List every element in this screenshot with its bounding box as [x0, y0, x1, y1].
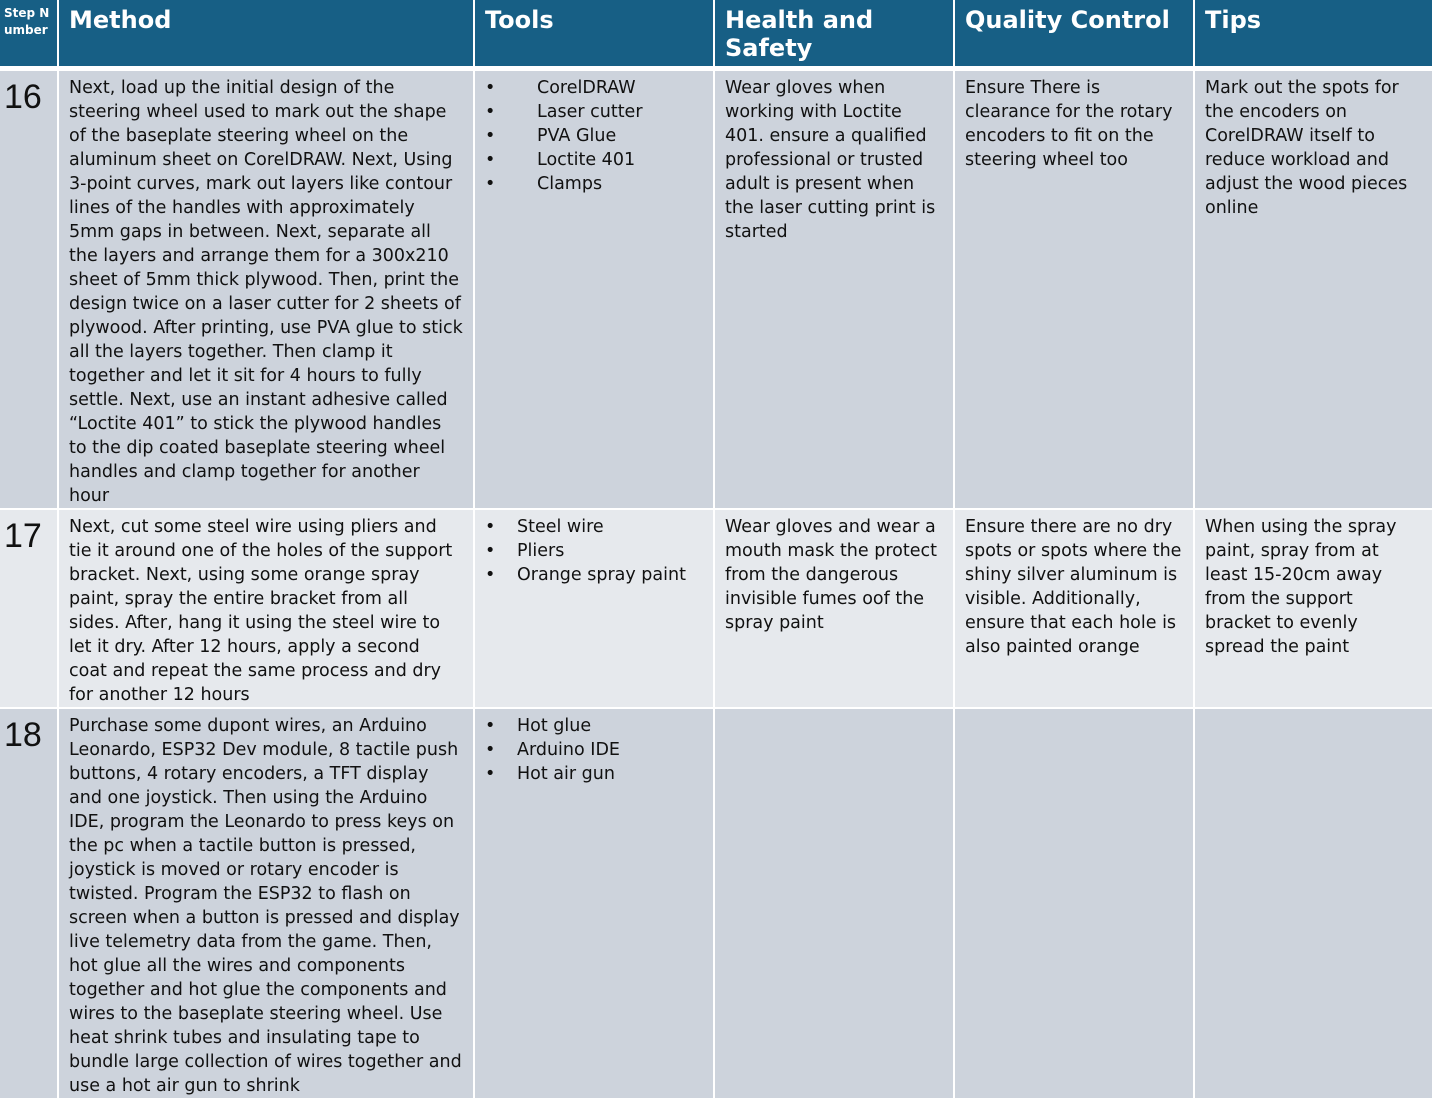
tools-list: Steel wire Pliers Orange spray paint — [485, 515, 703, 587]
step-number-cell: 17 — [0, 508, 59, 709]
tool-item: CorelDRAW — [485, 76, 703, 100]
health-safety-cell: Wear gloves and wear a mouth mask the pr… — [714, 508, 955, 709]
health-safety-cell — [714, 707, 955, 1100]
header-tools: Tools — [474, 0, 715, 71]
tool-item: Orange spray paint — [485, 563, 703, 587]
tool-item: Hot air gun — [485, 762, 703, 786]
header-quality-control: Quality Control — [954, 0, 1195, 71]
table-row: 16 Next, load up the initial design of t… — [0, 68, 1432, 510]
quality-control-cell — [954, 707, 1195, 1100]
header-tips: Tips — [1194, 0, 1432, 71]
tools-cell: CorelDRAW Laser cutter PVA Glue Loctite … — [474, 68, 715, 510]
quality-control-cell: Ensure there are no dry spots or spots w… — [954, 508, 1195, 709]
tool-item: Clamps — [485, 172, 703, 196]
header-method: Method — [58, 0, 475, 71]
tips-cell: Mark out the spots for the encoders on C… — [1194, 68, 1432, 510]
method-cell: Purchase some dupont wires, an Arduino L… — [58, 707, 475, 1100]
tool-item: Loctite 401 — [485, 148, 703, 172]
method-cell: Next, cut some steel wire using pliers a… — [58, 508, 475, 709]
tool-item: PVA Glue — [485, 124, 703, 148]
tool-item: Hot glue — [485, 714, 703, 738]
tips-cell — [1194, 707, 1432, 1100]
tools-list: CorelDRAW Laser cutter PVA Glue Loctite … — [485, 76, 703, 196]
tools-list: Hot glue Arduino IDE Hot air gun — [485, 714, 703, 786]
table-row: 17 Next, cut some steel wire using plier… — [0, 508, 1432, 709]
tools-cell: Hot glue Arduino IDE Hot air gun — [474, 707, 715, 1100]
header-step-number: Step Number — [0, 0, 59, 71]
tool-item: Steel wire — [485, 515, 703, 539]
tool-item: Laser cutter — [485, 100, 703, 124]
table-row: 18 Purchase some dupont wires, an Arduin… — [0, 707, 1432, 1100]
tool-item: Pliers — [485, 539, 703, 563]
tips-cell: When using the spray paint, spray from a… — [1194, 508, 1432, 709]
tools-cell: Steel wire Pliers Orange spray paint — [474, 508, 715, 709]
quality-control-cell: Ensure There is clearance for the rotary… — [954, 68, 1195, 510]
header-health-and-safety: Health and Safety — [714, 0, 955, 71]
method-cell: Next, load up the initial design of the … — [58, 68, 475, 510]
health-safety-cell: Wear gloves when working with Loctite 40… — [714, 68, 955, 510]
header-row: Step Number Method Tools Health and Safe… — [0, 0, 1432, 71]
tool-item: Arduino IDE — [485, 738, 703, 762]
step-number-cell: 16 — [0, 68, 59, 510]
step-number-cell: 18 — [0, 707, 59, 1100]
